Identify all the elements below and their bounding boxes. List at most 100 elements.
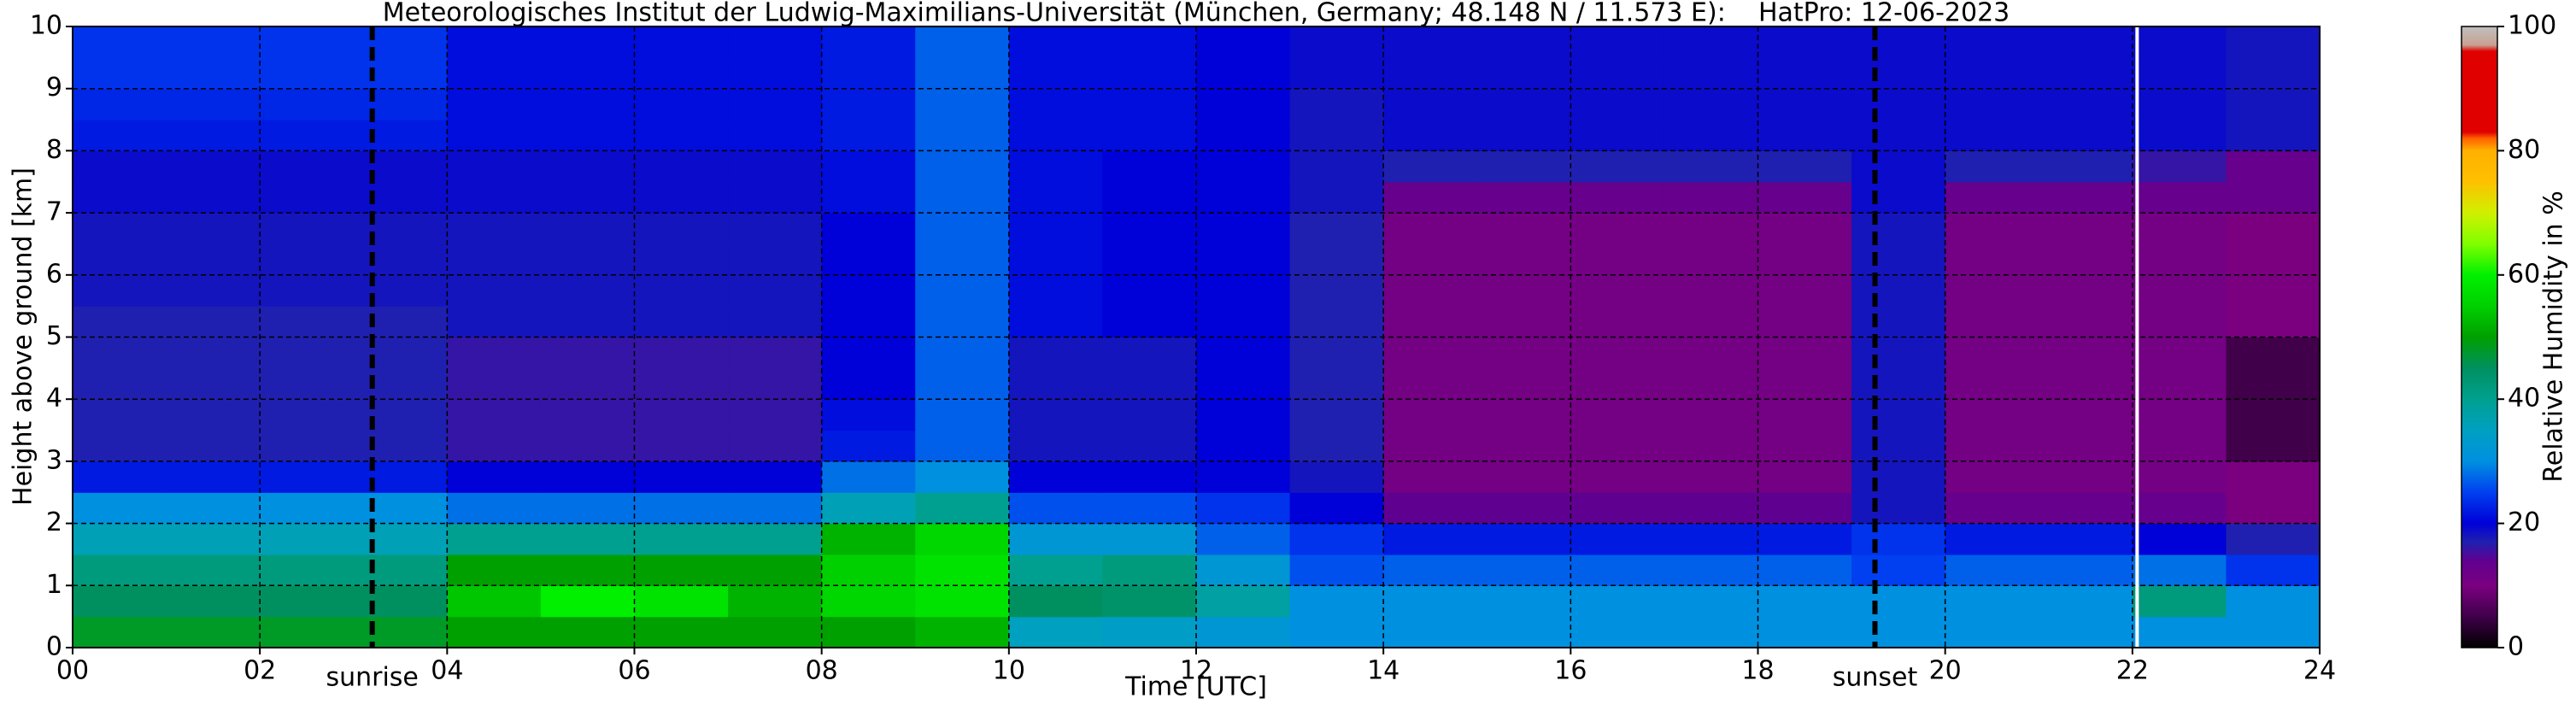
- heat-cell: [2226, 26, 2321, 58]
- heat-cell: [2039, 26, 2133, 58]
- heat-cell: [2039, 616, 2133, 648]
- heat-cell: [540, 57, 636, 90]
- heat-cell: [1664, 430, 1759, 462]
- heat-cell: [1664, 585, 1759, 618]
- heat-cell: [1008, 213, 1104, 245]
- heat-cell: [821, 523, 916, 555]
- heat-cell: [353, 213, 448, 245]
- heat-cell: [1196, 523, 1291, 555]
- heat-cell: [1757, 554, 1852, 586]
- heat-cell: [1102, 585, 1197, 618]
- y-tick-label: 3: [46, 445, 62, 475]
- heat-cell: [260, 399, 355, 431]
- heat-cell: [166, 213, 261, 245]
- heat-cell: [1102, 616, 1197, 648]
- heat-cell: [1383, 213, 1478, 245]
- heat-cell: [2039, 88, 2133, 120]
- heat-cell: [447, 213, 542, 245]
- heat-cell: [915, 554, 1010, 586]
- heat-cell: [260, 26, 355, 58]
- heat-cell: [1757, 150, 1852, 183]
- heat-cell: [728, 274, 823, 307]
- heat-cell: [540, 88, 636, 120]
- heat-cell: [353, 430, 448, 462]
- heat-cell: [1757, 585, 1852, 618]
- heat-cell: [634, 616, 729, 648]
- heat-cell: [915, 430, 1010, 462]
- heat-cell: [166, 523, 261, 555]
- heat-cell: [1945, 306, 2039, 338]
- heat-cell: [353, 243, 448, 276]
- heat-cell: [1102, 430, 1197, 462]
- heat-cell: [1289, 26, 1384, 58]
- heat-cell: [1196, 430, 1291, 462]
- heat-cell: [73, 585, 167, 618]
- heat-cell: [1289, 554, 1384, 586]
- x-tick-label: 08: [806, 656, 838, 686]
- heat-cell: [1383, 88, 1478, 120]
- heat-cell: [1570, 274, 1665, 307]
- heat-cell: [260, 57, 355, 90]
- heat-cell: [1196, 181, 1291, 214]
- heat-cell: [915, 120, 1010, 151]
- heat-cell: [2039, 120, 2133, 151]
- heat-cell: [260, 430, 355, 462]
- heat-cell: [1102, 26, 1197, 58]
- heat-cell: [1851, 57, 1946, 90]
- heat-cell: [915, 213, 1010, 245]
- x-tick-label: 22: [2116, 656, 2149, 686]
- heat-cell: [1945, 213, 2039, 245]
- heat-cell: [821, 616, 916, 648]
- heat-cell: [447, 399, 542, 431]
- heat-cell: [1851, 616, 1946, 648]
- heat-cell: [728, 57, 823, 90]
- heat-cell: [2132, 367, 2227, 400]
- heat-cell: [540, 243, 636, 276]
- heat-cell: [73, 523, 167, 555]
- heat-cell: [1664, 26, 1759, 58]
- y-axis-label: Height above ground [km]: [9, 167, 38, 506]
- heat-cell: [821, 274, 916, 307]
- heat-cell: [821, 181, 916, 214]
- heat-cell: [1476, 306, 1571, 338]
- heat-cell: [634, 120, 729, 151]
- y-tick-label: 1: [46, 570, 62, 600]
- heat-cell: [2132, 274, 2227, 307]
- heat-cell: [2226, 367, 2321, 400]
- heat-cell: [260, 367, 355, 400]
- heat-cell: [1289, 120, 1384, 151]
- heat-cell: [540, 337, 636, 369]
- heat-cell: [915, 616, 1010, 648]
- heat-cell: [166, 26, 261, 58]
- heat-cell: [1851, 274, 1946, 307]
- heat-cell: [1757, 492, 1852, 525]
- heat-cell: [2039, 213, 2133, 245]
- heat-cell: [1383, 616, 1478, 648]
- heat-cell: [1383, 523, 1478, 555]
- heat-cell: [1664, 181, 1759, 214]
- heat-cell: [1476, 88, 1571, 120]
- x-tick-label: 10: [993, 656, 1025, 686]
- heat-cell: [1757, 26, 1852, 58]
- y-tick-label: 9: [46, 73, 62, 103]
- heat-cell: [353, 585, 448, 618]
- heat-cell: [915, 399, 1010, 431]
- heat-cell: [1008, 337, 1104, 369]
- heat-cell: [166, 150, 261, 183]
- heat-cell: [1289, 585, 1384, 618]
- heat-cell: [2132, 26, 2227, 58]
- heat-cell: [447, 337, 542, 369]
- heat-cell: [2039, 430, 2133, 462]
- heat-cell: [728, 306, 823, 338]
- heat-cell: [1383, 274, 1478, 307]
- heat-cell: [353, 120, 448, 151]
- heat-cell: [1383, 243, 1478, 276]
- heat-cell: [1008, 57, 1104, 90]
- heat-cell: [1476, 367, 1571, 400]
- heat-cell: [1945, 367, 2039, 400]
- x-tick-label: 04: [431, 656, 463, 686]
- heat-cell: [166, 120, 261, 151]
- y-tick-label: 4: [46, 384, 62, 414]
- heat-cell: [1757, 213, 1852, 245]
- heat-cell: [260, 274, 355, 307]
